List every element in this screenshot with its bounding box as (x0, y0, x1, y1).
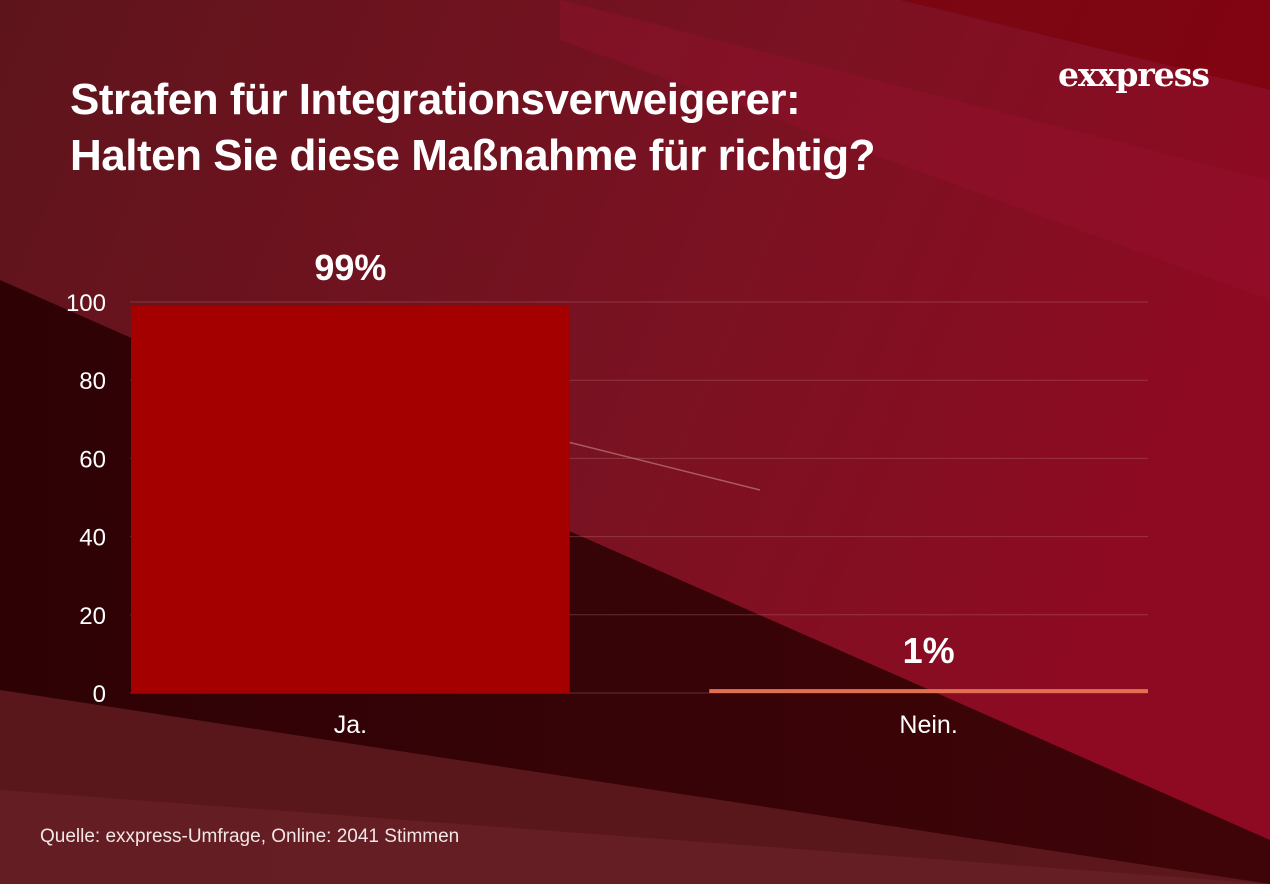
y-tick-label: 40 (79, 525, 106, 552)
y-tick-label: 20 (79, 603, 106, 630)
title-line-1: Strafen für Integrationsverweigerer: (70, 75, 801, 124)
y-tick-label: 60 (79, 446, 106, 473)
bars (131, 305, 1148, 693)
chart-title: Strafen für Integrationsverweigerer: Hal… (70, 72, 875, 184)
exxpress-logo: exxpress (1058, 55, 1210, 94)
source-note: Quelle: exxpress-Umfrage, Online: 2041 S… (40, 826, 460, 847)
data-label: 1% (903, 630, 955, 671)
y-tick-label: 0 (93, 681, 106, 708)
bar-nein (709, 689, 1148, 693)
x-category-label: Nein. (899, 711, 957, 739)
y-tick-label: 100 (66, 290, 106, 317)
x-axis-categories: Ja. Nein. (334, 711, 958, 739)
bar-ja (131, 305, 570, 693)
x-category-label: Ja. (334, 711, 367, 739)
data-label: 99% (314, 247, 386, 288)
y-axis-ticks: 0 20 40 60 80 100 (66, 290, 106, 708)
data-labels: 99% 1% (314, 247, 954, 671)
y-tick-label: 80 (79, 368, 106, 395)
title-line-2: Halten Sie diese Maßnahme für richtig? (70, 131, 875, 180)
